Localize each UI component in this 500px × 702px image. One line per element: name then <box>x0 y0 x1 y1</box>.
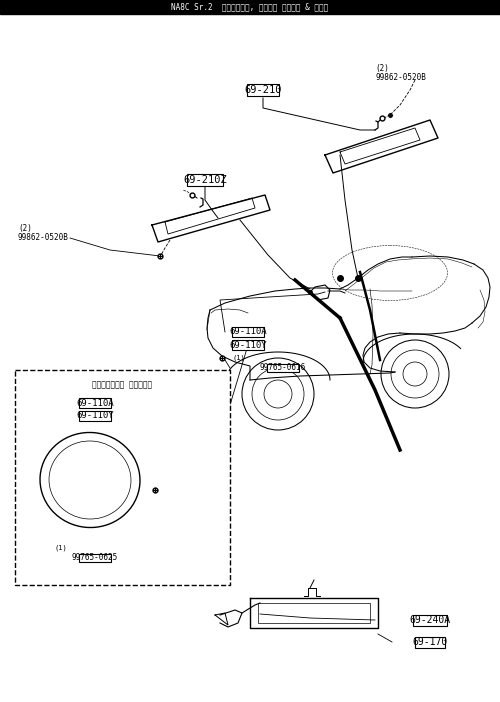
Text: 69-170: 69-170 <box>412 637 448 647</box>
FancyBboxPatch shape <box>248 84 278 95</box>
Bar <box>258 603 370 623</box>
Text: 69-210Z: 69-210Z <box>183 175 227 185</box>
Bar <box>0 0 500 14</box>
Text: (2): (2) <box>375 63 389 72</box>
Text: 69-210: 69-210 <box>244 85 282 95</box>
Text: 69-110Y: 69-110Y <box>76 411 114 420</box>
Text: 69-110A: 69-110A <box>229 328 267 336</box>
FancyBboxPatch shape <box>78 554 112 562</box>
Text: (1): (1) <box>233 355 246 362</box>
Text: (2): (2) <box>18 223 32 232</box>
FancyBboxPatch shape <box>414 614 446 625</box>
Text: (1): (1) <box>55 545 68 551</box>
FancyBboxPatch shape <box>232 326 264 337</box>
Text: NA8C Sr.2  サンバイザー, アシスト ハンドル & ミラー: NA8C Sr.2 サンバイザー, アシスト ハンドル & ミラー <box>172 3 328 11</box>
FancyBboxPatch shape <box>15 370 230 585</box>
FancyBboxPatch shape <box>188 174 222 186</box>
Text: 69-110A: 69-110A <box>76 399 114 407</box>
Text: 99765-0616: 99765-0616 <box>260 364 306 373</box>
FancyBboxPatch shape <box>79 411 111 421</box>
Text: 69-110Y: 69-110Y <box>229 340 267 350</box>
Text: 99862-0520B: 99862-0520B <box>375 72 426 81</box>
FancyBboxPatch shape <box>266 364 300 372</box>
FancyBboxPatch shape <box>415 637 445 647</box>
FancyBboxPatch shape <box>232 340 264 350</box>
Text: 99765-0625: 99765-0625 <box>72 553 118 562</box>
Text: 69-240A: 69-240A <box>410 615 451 625</box>
FancyBboxPatch shape <box>79 398 111 409</box>
Text: 99862-0520B: 99862-0520B <box>18 234 69 242</box>
Text: （ドアーミラー リモコン）: （ドアーミラー リモコン） <box>92 380 152 390</box>
